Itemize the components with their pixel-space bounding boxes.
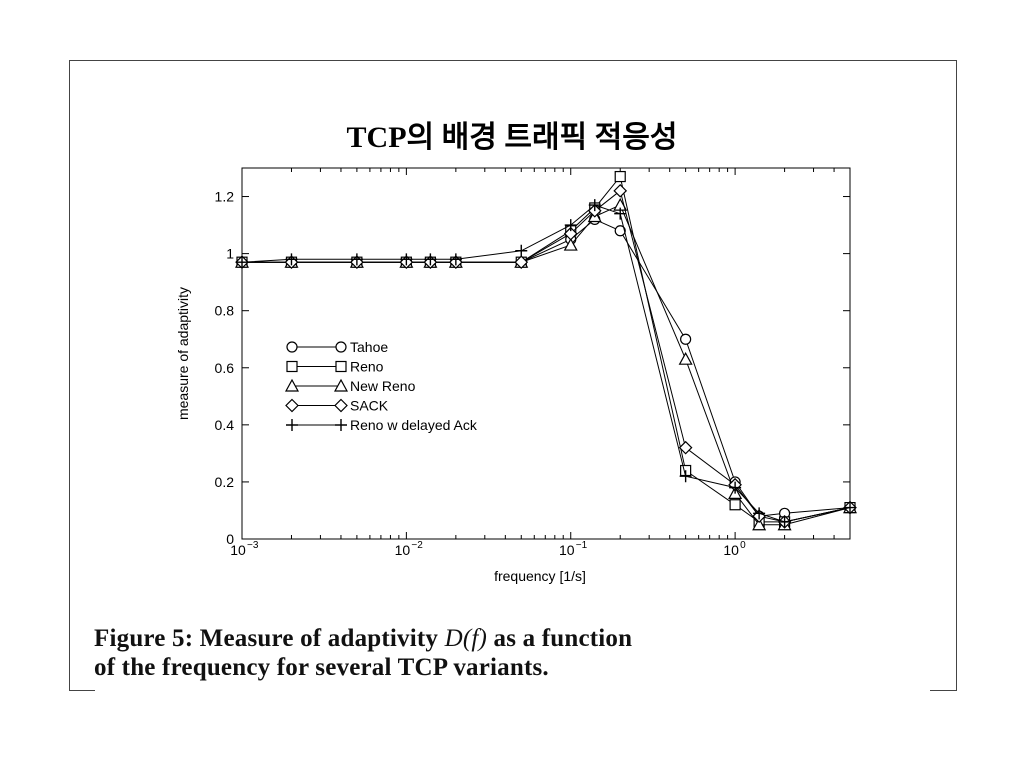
legend-marker bbox=[335, 341, 347, 353]
series-line bbox=[242, 218, 851, 517]
data-point bbox=[752, 517, 767, 531]
data-point bbox=[424, 253, 437, 266]
legend-marker bbox=[335, 360, 347, 373]
y-tick-label: 0.8 bbox=[215, 303, 235, 319]
x-tick-exponent: −1 bbox=[576, 540, 588, 551]
data-point bbox=[614, 170, 626, 183]
legend-marker bbox=[334, 398, 348, 413]
data-point bbox=[680, 333, 692, 345]
y-tick-label: 0 bbox=[226, 531, 234, 547]
series-line bbox=[242, 189, 851, 523]
data-point bbox=[613, 183, 628, 198]
y-tick-label: 1.2 bbox=[215, 189, 235, 205]
data-point bbox=[514, 255, 529, 270]
x-axis-label: frequency [1/s] bbox=[494, 568, 586, 584]
legend-marker bbox=[285, 398, 299, 413]
data-point bbox=[400, 253, 413, 266]
data-point bbox=[350, 253, 363, 266]
data-point bbox=[844, 501, 856, 514]
series-line bbox=[241, 204, 851, 523]
data-point bbox=[753, 507, 766, 520]
x-tick-exponent: −3 bbox=[247, 540, 259, 551]
data-point bbox=[285, 253, 298, 266]
x-tick-label: 10 bbox=[395, 542, 411, 558]
legend-label: New Reno bbox=[350, 378, 416, 394]
caption-math: D(f) bbox=[444, 625, 488, 652]
data-point bbox=[236, 256, 248, 269]
slide-title: TCP의 배경 트래픽 적응성 bbox=[346, 121, 678, 154]
frame-bottom-right-rule bbox=[930, 690, 956, 691]
data-point bbox=[679, 470, 692, 483]
data-point bbox=[729, 499, 741, 511]
x-tick-exponent: −2 bbox=[411, 540, 423, 551]
legend-marker bbox=[333, 378, 349, 392]
legend-label: SACK bbox=[350, 398, 389, 414]
data-point bbox=[614, 207, 627, 220]
legend-label: Tahoe bbox=[350, 339, 388, 355]
legend-marker bbox=[284, 378, 300, 392]
caption-line1-pre: Figure 5: Measure of adaptivity bbox=[94, 625, 439, 652]
caption-line1-post: as a function bbox=[493, 625, 633, 652]
data-point bbox=[678, 351, 693, 365]
data-point bbox=[563, 237, 578, 251]
data-point bbox=[449, 253, 462, 266]
series-line bbox=[242, 204, 851, 526]
series-line bbox=[242, 175, 851, 523]
data-point bbox=[729, 481, 742, 494]
y-axis-label: measure of adaptivity bbox=[175, 287, 191, 420]
plot-frame bbox=[241, 167, 851, 540]
data-point bbox=[678, 440, 693, 455]
legend-label: Reno w delayed Ack bbox=[350, 417, 478, 433]
legend-marker bbox=[286, 341, 298, 353]
x-tick-label: 10 bbox=[230, 542, 246, 558]
data-point bbox=[778, 515, 791, 528]
data-point bbox=[564, 219, 577, 232]
legend-marker bbox=[286, 419, 298, 431]
y-tick-label: 0.2 bbox=[215, 474, 235, 490]
x-tick-exponent: 0 bbox=[740, 540, 746, 551]
data-point bbox=[515, 244, 528, 257]
x-tick-label: 10 bbox=[559, 542, 575, 558]
caption-line2: of the frequency for several TCP variant… bbox=[94, 654, 549, 681]
x-tick-label: 10 bbox=[723, 542, 739, 558]
data-point bbox=[614, 225, 626, 237]
frame-bottom-left-rule bbox=[69, 690, 95, 691]
legend-marker bbox=[286, 360, 298, 373]
y-tick-label: 1 bbox=[226, 246, 234, 262]
data-point bbox=[588, 199, 601, 212]
y-tick-label: 0.6 bbox=[215, 360, 235, 376]
data-point bbox=[563, 226, 578, 241]
legend-label: Reno bbox=[350, 359, 384, 375]
y-tick-label: 0.4 bbox=[215, 417, 235, 433]
legend-marker bbox=[335, 419, 347, 431]
slide-frame bbox=[69, 60, 957, 691]
figure-caption: Figure 5: Measure of adaptivity D(f) as … bbox=[94, 624, 934, 682]
